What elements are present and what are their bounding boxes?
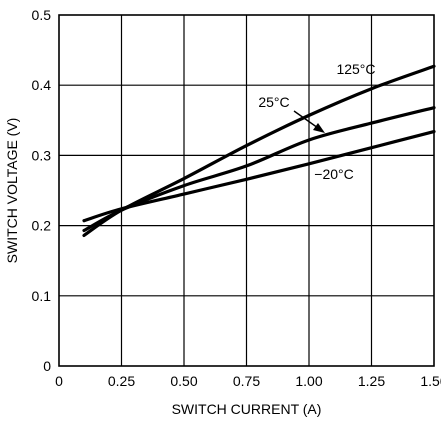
- plot-border: [58, 14, 435, 367]
- x-tick-label-5: 1.25: [358, 373, 385, 389]
- y-tick-label-5: 0.5: [32, 7, 52, 23]
- series-line-2: [82, 129, 436, 223]
- y-tick-label-0: 0: [43, 358, 51, 374]
- x-tick-label-6: 1.50: [420, 373, 441, 389]
- y-tick-label-1: 0.1: [32, 288, 52, 304]
- annotation-1: 25°C: [258, 94, 289, 110]
- x-tick-label-2: 0.50: [170, 373, 197, 389]
- y-tick-label-2: 0.2: [32, 218, 52, 234]
- annotations: 125°C 25°C −20°C: [258, 61, 375, 182]
- y-axis-label: SWITCH VOLTAGE (V): [4, 118, 20, 264]
- x-tick-label-3: 0.75: [233, 373, 260, 389]
- annotation-2: −20°C: [314, 166, 353, 182]
- annotation-0: 125°C: [336, 61, 375, 77]
- x-axis-label: SWITCH CURRENT (A): [172, 401, 322, 417]
- y-tick-label-3: 0.3: [32, 147, 52, 163]
- y-tick-labels: 0 0.1 0.2 0.3 0.4 0.5: [32, 7, 52, 374]
- x-tick-label-1: 0.25: [108, 373, 135, 389]
- plot-frame: [58, 14, 435, 367]
- x-tick-label-4: 1.00: [295, 373, 322, 389]
- annotation-arrow-line: [293, 110, 319, 129]
- grid: [59, 15, 434, 366]
- series-line-0: [82, 64, 436, 238]
- x-tick-label-0: 0: [55, 373, 63, 389]
- y-tick-label-4: 0.4: [32, 77, 52, 93]
- series-lines: [82, 64, 436, 238]
- annotation-arrow-head: [313, 123, 325, 133]
- series-line-1: [82, 106, 436, 233]
- x-tick-labels: 0 0.25 0.50 0.75 1.00 1.25 1.50: [55, 373, 441, 389]
